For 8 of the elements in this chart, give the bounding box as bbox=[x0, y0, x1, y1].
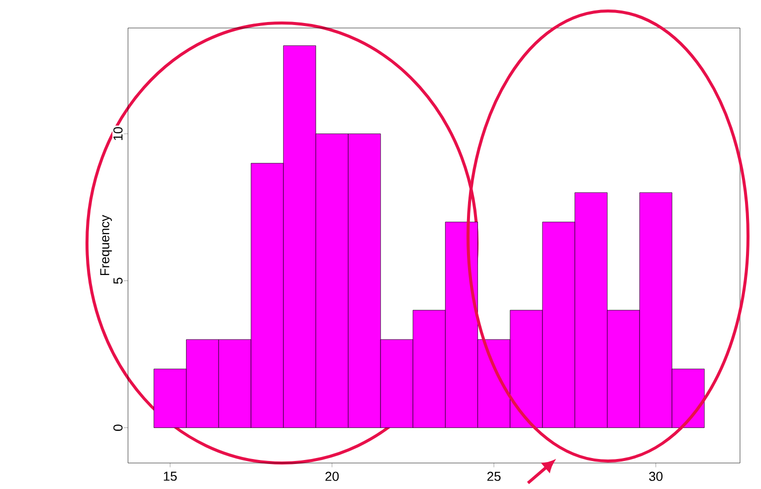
y-tick-label: 10 bbox=[113, 127, 123, 140]
x-tick-label: 30 bbox=[649, 472, 663, 481]
y-tick-label: 5 bbox=[114, 278, 123, 284]
y-axis-title: Frequency bbox=[100, 214, 112, 276]
x-tick-label: 20 bbox=[325, 472, 339, 481]
x-tick-label: 15 bbox=[164, 472, 177, 481]
y-tick-label: 0 bbox=[113, 424, 123, 431]
x-tick-label: 25 bbox=[487, 472, 501, 481]
